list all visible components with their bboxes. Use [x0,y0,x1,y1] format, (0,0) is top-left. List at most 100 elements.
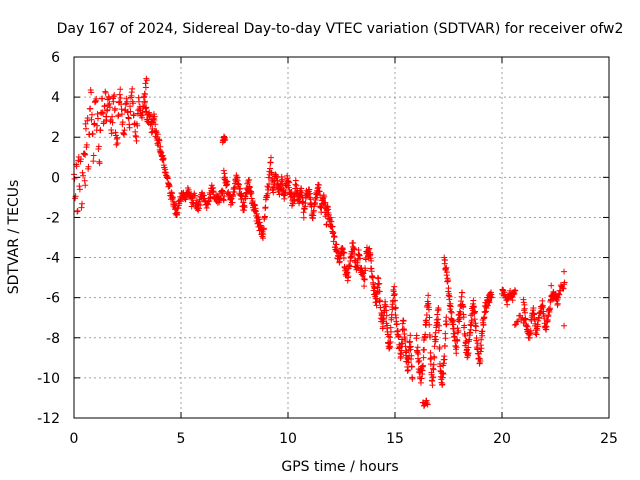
data-point [515,318,522,325]
data-point [478,336,485,343]
data-point [178,198,184,205]
data-point [440,360,447,367]
data-point [286,179,293,186]
data-point [436,344,443,351]
data-point [504,301,511,308]
data-point [375,275,382,282]
data-point [426,314,433,321]
data-point [312,196,319,203]
data-point [560,285,567,292]
y-tick-label: 6 [51,50,60,66]
data-point [152,121,159,128]
data-point [331,233,338,240]
data-point [147,112,154,119]
data-point [380,316,387,323]
data-point [119,119,126,126]
data-point [473,323,480,330]
data-point [99,95,106,102]
data-point [467,321,474,328]
data-point [420,362,427,369]
x-tick-label: 25 [600,431,618,447]
data-point [322,199,329,206]
data-point [125,115,132,122]
y-tick-label: -12 [37,411,60,427]
x-tick-label: 10 [279,431,297,447]
data-point [274,177,281,184]
data-point [76,186,83,193]
data-point [376,298,383,305]
data-point [210,188,217,195]
data-point [423,312,430,319]
data-point [308,203,315,210]
data-point [368,268,375,275]
data-point [93,95,100,102]
x-tick-label: 0 [70,431,79,447]
data-point [409,375,416,382]
data-point [221,170,228,177]
data-point [441,356,448,363]
data-point [402,338,409,345]
data-point [136,98,143,105]
y-axis-label: SDTVAR / TECUs [6,180,22,295]
data-point [417,379,424,386]
data-point [454,329,461,336]
data-point [229,199,236,206]
data-point [329,223,336,230]
data-point [421,346,428,353]
data-point [101,102,108,109]
data-point [429,365,436,372]
data-point [79,169,86,176]
data-point [82,125,89,132]
x-axis-label: GPS time / hours [281,459,398,475]
data-point [82,151,89,158]
data-point [192,192,199,199]
data-point [169,194,176,201]
data-point [268,170,275,177]
data-point [435,306,442,313]
data-point [265,184,272,191]
data-point [374,274,381,281]
data-point [96,160,103,167]
data-point [365,246,372,253]
data-point [300,209,307,216]
data-point [108,130,115,137]
data-point [397,343,404,350]
data-point [264,194,271,201]
y-tick-label: -8 [46,331,60,347]
data-point [121,127,128,134]
data-point [539,304,546,311]
x-tick-label: 20 [493,431,511,447]
data-point [273,173,280,180]
data-point [443,314,450,321]
data-point [467,326,474,333]
data-point [533,331,540,338]
data-point [109,119,116,126]
data-point [88,116,95,123]
data-point [383,307,390,314]
data-point [151,113,158,120]
x-tick-label: 5 [177,431,186,447]
data-point [512,287,519,294]
data-point [291,197,298,204]
data-point [420,354,427,361]
data-point [127,108,134,115]
data-point [547,305,554,312]
data-point [527,327,534,334]
data-point [400,318,407,325]
data-point [239,192,246,199]
data-point [285,178,292,185]
data-point [435,316,442,323]
data-point [282,189,289,196]
data-point [392,304,399,311]
data-point [425,292,432,299]
data-point [431,354,438,361]
data-point [404,367,411,374]
data-point [405,359,412,366]
data-point [376,288,383,295]
data-point [427,334,434,341]
data-point [156,137,163,144]
data-point [453,344,460,351]
data-point [363,256,370,263]
y-tick-label: 4 [51,90,60,106]
data-point [461,322,468,329]
